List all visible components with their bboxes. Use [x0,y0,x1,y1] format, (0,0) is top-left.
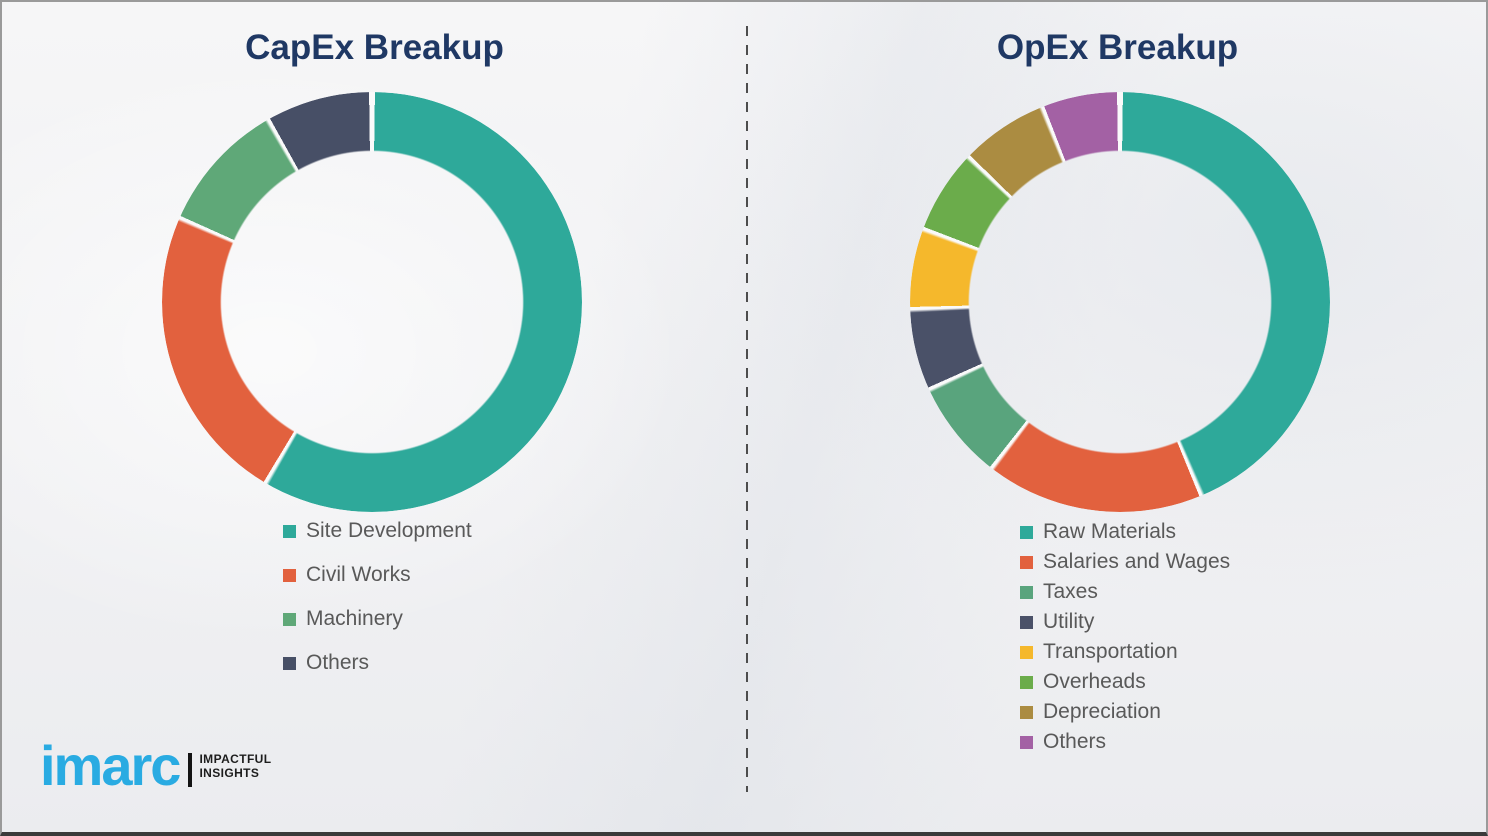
legend-item: Machinery [283,597,472,641]
legend-label: Others [1043,730,1107,753]
legend-swatch [1020,555,1033,569]
opex-donut-chart [910,92,1330,512]
legend-label: Machinery [306,607,403,630]
opex-title: OpEx Breakup [996,28,1239,67]
legend-swatch [1020,585,1033,599]
legend-swatch [1020,675,1033,689]
legend-label: Depreciation [1043,700,1161,723]
legend-swatch [1020,615,1033,629]
imarc-logo: imarc IMPACTFUL INSIGHTS [40,737,271,795]
legend-label: Site Development [306,519,472,542]
legend-swatch [283,568,296,582]
capex-legend: Site Development Civil Works Machinery Othe… [283,509,472,685]
legend-label: Taxes [1043,580,1098,603]
legend-label: Others [306,651,370,674]
opex-legend: Raw Materials Salaries and Wages Taxes Util… [1020,517,1230,757]
logo-brand-text: imarc [40,734,181,797]
legend-swatch [283,524,296,538]
legend-label: Overheads [1043,670,1146,693]
logo-tagline-line2: INSIGHTS [199,766,260,780]
legend-item: Civil Works [283,553,472,597]
legend-item: Depreciation [1020,697,1230,727]
legend-swatch [1020,705,1033,719]
legend-item: Raw Materials [1020,517,1230,547]
legend-item: Overheads [1020,667,1230,697]
legend-item: Others [1020,727,1230,757]
legend-label: Salaries and Wages [1043,550,1231,573]
legend-swatch [1020,735,1033,749]
capex-panel: CapEx Breakup Site Development Civil Work… [2,2,747,832]
legend-label: Transportation [1043,640,1178,663]
legend-swatch [283,612,296,626]
legend-item: Site Development [283,509,472,553]
opex-panel: OpEx Breakup Raw Materials Salaries and W… [747,2,1486,832]
legend-item: Others [283,641,472,685]
dashed-divider-line [746,26,748,792]
legend-swatch [283,656,296,670]
legend-item: Utility [1020,607,1230,637]
legend-label: Utility [1043,610,1095,633]
legend-swatch [1020,645,1033,659]
legend-swatch [1020,525,1033,539]
capex-title: CapEx Breakup [245,28,504,67]
capex-donut-chart [162,92,582,512]
legend-item: Taxes [1020,577,1230,607]
legend-item: Transportation [1020,637,1230,667]
legend-item: Salaries and Wages [1020,547,1230,577]
logo-tagline-line1: IMPACTFUL [199,752,272,766]
legend-label: Civil Works [306,563,411,586]
logo-divider-bar [188,753,193,787]
legend-label: Raw Materials [1043,520,1177,543]
logo-tagline: IMPACTFUL INSIGHTS [199,752,271,780]
